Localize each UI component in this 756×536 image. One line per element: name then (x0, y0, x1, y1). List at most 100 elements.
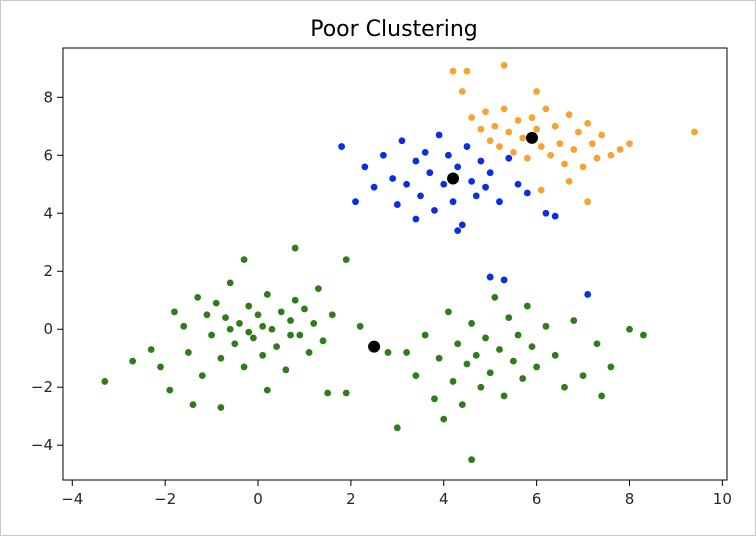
data-point-orange (570, 146, 578, 153)
data-point-blue (482, 183, 489, 191)
data-point-blue (486, 273, 494, 281)
data-point-orange (510, 148, 517, 156)
data-point-blue (449, 198, 457, 206)
data-point-green (296, 331, 304, 339)
data-point-blue (412, 215, 420, 223)
data-point-orange (565, 111, 573, 119)
data-point-green (477, 383, 485, 391)
data-point-orange (533, 125, 541, 133)
centroid-point (525, 131, 538, 144)
data-point-green (491, 293, 499, 301)
data-point-orange (463, 67, 471, 75)
data-point-blue (486, 169, 494, 177)
data-point-blue (370, 183, 378, 191)
data-point-green (342, 389, 350, 397)
data-point-green (533, 363, 541, 371)
data-point-green (570, 317, 578, 324)
data-point-blue (454, 227, 462, 235)
data-point-green (319, 337, 327, 345)
data-point-green (282, 366, 290, 374)
data-point-orange (588, 140, 596, 148)
data-point-green (287, 317, 294, 324)
data-point-green (528, 343, 536, 351)
data-point-blue (444, 151, 452, 159)
data-point-blue (496, 198, 503, 206)
y-tick-label: −2 (31, 378, 53, 396)
data-point-green (542, 322, 550, 330)
data-point-green (510, 357, 517, 365)
data-point-green (273, 343, 280, 351)
x-tick-label: 6 (532, 490, 542, 508)
data-point-green (240, 363, 248, 371)
data-point-blue (472, 192, 480, 200)
data-point-blue (440, 180, 448, 188)
x-tick-label: 2 (346, 490, 356, 508)
data-point-orange (556, 140, 564, 148)
x-tick-label: −4 (61, 490, 83, 508)
data-point-green (393, 424, 401, 432)
data-point-blue (463, 143, 471, 150)
y-tick-label: 8 (43, 88, 53, 106)
data-point-blue (389, 175, 397, 182)
data-point-green (101, 378, 109, 385)
data-point-green (291, 244, 299, 252)
y-tick-label: −4 (31, 436, 53, 454)
data-point-orange (514, 117, 522, 124)
data-point-blue (542, 209, 550, 217)
y-tick-label: 4 (43, 204, 53, 222)
x-tick-label: 0 (253, 490, 263, 508)
data-point-green (203, 311, 211, 319)
data-point-green (171, 308, 178, 316)
data-point-orange (584, 198, 592, 206)
data-point-blue (361, 163, 369, 171)
data-point-green (468, 456, 476, 464)
data-point-orange (616, 146, 624, 153)
data-point-green (440, 415, 448, 423)
data-point-green (236, 320, 243, 327)
data-point-blue (393, 201, 401, 208)
data-point-orange (607, 151, 615, 159)
centroid-layer (368, 131, 538, 353)
data-point-blue (477, 157, 485, 165)
data-point-orange (593, 154, 601, 162)
data-point-green (435, 354, 443, 362)
data-point-blue (379, 151, 387, 159)
centroid-point (368, 340, 381, 353)
y-tick-label: 2 (43, 262, 53, 280)
data-point-orange (547, 151, 554, 159)
centroid-point (447, 172, 460, 185)
x-tick-label: −2 (154, 490, 176, 508)
data-point-green (291, 296, 299, 304)
data-point-green (226, 279, 234, 287)
data-point-orange (458, 88, 466, 95)
data-point-green (310, 320, 318, 327)
data-point-green (458, 401, 466, 409)
data-point-green (324, 389, 332, 397)
data-point-green (496, 346, 503, 353)
data-point-orange (491, 122, 499, 130)
data-point-green (157, 363, 164, 371)
data-point-green (519, 375, 527, 382)
data-point-blue (523, 189, 531, 197)
data-point-green (147, 346, 155, 353)
data-point-green (305, 349, 313, 356)
data-point-green (217, 404, 225, 411)
data-point-green (240, 256, 248, 264)
data-point-green (384, 349, 392, 356)
data-point-orange (496, 143, 503, 150)
data-point-green (500, 392, 508, 400)
data-point-green (463, 360, 471, 368)
x-tick-label: 10 (713, 490, 732, 508)
data-point-green (194, 293, 202, 301)
data-point-green (212, 299, 220, 307)
plot-area-border (62, 47, 728, 481)
data-point-green (129, 357, 137, 365)
data-point-green (231, 340, 239, 348)
data-point-blue (338, 143, 346, 150)
data-point-blue (458, 221, 466, 229)
data-point-orange (500, 105, 508, 113)
data-point-green (263, 386, 271, 394)
data-point-green (180, 322, 188, 330)
data-point-blue (426, 169, 434, 177)
